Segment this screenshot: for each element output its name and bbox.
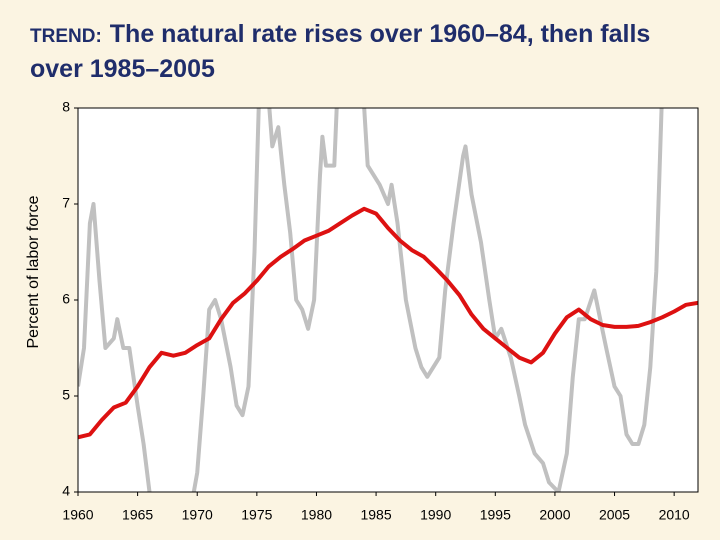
title-block: TREND: The natural rate rises over 1960–8… <box>30 18 690 86</box>
x-tick-label: 2010 <box>659 507 690 523</box>
x-tick-label: 2000 <box>539 507 570 523</box>
x-tick-label: 1990 <box>420 507 451 523</box>
x-tick-label: 1970 <box>182 507 213 523</box>
y-axis-label: Percent of labor force <box>25 195 42 348</box>
plot-area <box>78 108 698 492</box>
title-prefix: TREND: <box>30 26 102 47</box>
series-group <box>78 108 698 492</box>
series-line <box>78 108 664 492</box>
x-tick-label: 1980 <box>301 507 332 523</box>
x-tick-label: 2005 <box>599 507 630 523</box>
y-tick-label: 6 <box>62 291 70 307</box>
x-tick-label: 1985 <box>360 507 391 523</box>
y-tick-label: 5 <box>62 387 70 403</box>
chart-title: The natural rate rises over 1960–84, the… <box>30 20 651 83</box>
x-tick-label: 1965 <box>122 507 153 523</box>
series-line <box>78 206 698 440</box>
plot-border <box>77 107 699 493</box>
y-tick-label: 7 <box>62 195 70 211</box>
x-tick-label: 1975 <box>241 507 272 523</box>
x-tick-label: 1995 <box>480 507 511 523</box>
y-tick-label: 8 <box>62 99 70 115</box>
y-tick-label: 4 <box>62 483 70 499</box>
x-tick-label: 1960 <box>62 507 93 523</box>
